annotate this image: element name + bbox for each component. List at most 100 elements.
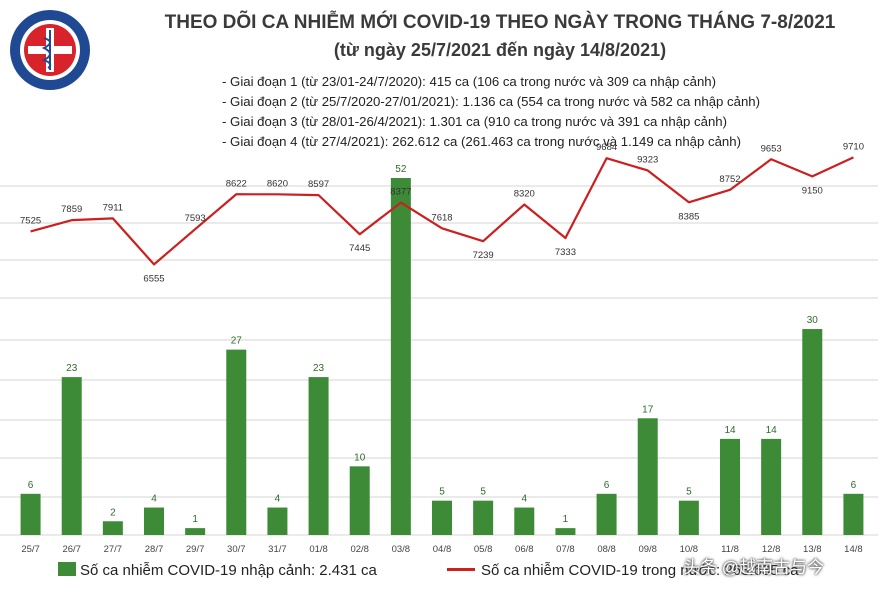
x-tick-31/7: 31/7 [268, 544, 287, 555]
import-bar-label: 5 [686, 487, 692, 498]
import-bar-27/7 [102, 521, 123, 535]
legend-line-label: Số ca nhiễm COVID-19 trong nước: 263.635… [481, 562, 799, 579]
domestic-line-label: 7859 [61, 204, 82, 215]
x-tick-30/7: 30/7 [227, 544, 246, 555]
domestic-line-path [30, 156, 854, 266]
domestic-line-label: 9150 [802, 185, 823, 196]
stage-3-summary: - Giai đoạn 3 (từ 28/01-26/4/2021): 1.30… [222, 114, 728, 129]
import-bar-09/8 [637, 418, 658, 535]
x-tick-26/7: 26/7 [62, 544, 81, 555]
import-bar-31/7 [267, 507, 288, 535]
import-bar-label: 5 [480, 487, 486, 498]
domestic-line-label: 7445 [349, 243, 370, 254]
x-tick-14/8: 14/8 [844, 544, 863, 555]
import-bar-03/8 [390, 178, 411, 535]
import-bar-label: 4 [275, 494, 281, 505]
import-bar-01/8 [308, 377, 329, 535]
import-bar-14/8 [843, 493, 864, 535]
import-bar-label: 30 [807, 315, 819, 326]
stage-1-summary: - Giai đoạn 1 (từ 23/01-24/7/2020): 415 … [222, 74, 717, 89]
x-tick-13/8: 13/8 [803, 544, 822, 555]
legend-import-cases: Số ca nhiễm COVID-19 nhập cảnh: 2.431 ca [58, 562, 377, 579]
domestic-line-label: 9684 [596, 142, 617, 153]
import-bar-05/8 [473, 500, 494, 535]
x-tick-01/8: 01/8 [309, 544, 328, 555]
domestic-line-label: 8385 [678, 211, 699, 222]
stage-4-summary: - Giai đoạn 4 (từ 27/4/2021): 262.612 ca… [222, 134, 741, 149]
import-bar-label: 23 [313, 363, 325, 374]
x-tick-06/8: 06/8 [515, 544, 534, 555]
domestic-line-label: 7525 [20, 215, 41, 226]
x-tick-08/8: 08/8 [597, 544, 616, 555]
legend-domestic-cases: Số ca nhiễm COVID-19 trong nước: 263.635… [447, 562, 799, 579]
x-tick-05/8: 05/8 [474, 544, 493, 555]
stage-2-summary: - Giai đoạn 2 (từ 25/7/2020-27/01/2021):… [222, 94, 761, 109]
import-bar-29/7 [185, 528, 206, 535]
import-bar-label: 27 [231, 336, 243, 347]
legend-bar-swatch [58, 562, 76, 576]
x-tick-04/8: 04/8 [433, 544, 452, 555]
legend-bar-label: Số ca nhiễm COVID-19 nhập cảnh: 2.431 ca [80, 562, 377, 579]
chart-subtitle: (từ ngày 25/7/2021 đến ngày 14/8/2021) [333, 40, 667, 60]
domestic-line-label: 8620 [267, 178, 288, 189]
domestic-line-label: 8377 [390, 187, 411, 198]
import-bar-label: 1 [192, 514, 198, 525]
domestic-line-label: 7239 [473, 250, 494, 261]
watermark: 头条 @越南古与今 [683, 558, 824, 577]
import-bar-26/7 [61, 377, 82, 535]
import-cases-value-labels: 6 23 2 4 1 27 4 23 10 52 5 5 4 1 6 17 5 14 14 30 6 [28, 164, 857, 525]
import-bar-04/8 [432, 500, 452, 535]
import-bar-06/8 [514, 507, 535, 535]
x-tick-02/8: 02/8 [350, 544, 369, 555]
import-bar-label: 52 [395, 164, 407, 175]
import-bar-25/7 [20, 493, 41, 535]
import-bar-label: 6 [28, 480, 34, 491]
domestic-line-label: 7333 [555, 247, 576, 258]
import-bar-10/8 [678, 500, 699, 535]
x-tick-10/8: 10/8 [680, 544, 699, 555]
import-cases-bars [20, 178, 864, 535]
domestic-line-label: 7593 [185, 213, 206, 224]
domestic-line-label: 9710 [843, 141, 864, 152]
import-bar-08/8 [596, 493, 617, 535]
x-tick-29/7: 29/7 [186, 544, 205, 555]
stage-summary-list: - Giai đoạn 1 (từ 23/01-24/7/2020): 415 … [222, 72, 760, 152]
import-bar-07/8 [555, 528, 576, 535]
x-tick-03/8: 03/8 [392, 544, 411, 555]
legend-line-swatch [447, 568, 475, 571]
import-bar-13/8 [802, 329, 823, 535]
import-bar-label: 14 [766, 425, 778, 436]
domestic-line-label: 8597 [308, 179, 329, 190]
import-bar-label: 6 [851, 480, 857, 491]
x-tick-25/7: 25/7 [21, 544, 40, 555]
x-tick-12/8: 12/8 [762, 544, 781, 555]
import-bar-label: 23 [66, 363, 78, 374]
import-bar-label: 2 [110, 507, 116, 518]
import-bar-label: 10 [354, 452, 366, 463]
import-bar-30/7 [226, 349, 247, 535]
domestic-line-label: 7618 [431, 212, 452, 223]
date-axis-labels: 25/7 26/7 27/7 28/7 29/7 30/7 31/7 01/8 02/8 03/8… [21, 544, 862, 555]
import-bar-label: 4 [151, 494, 157, 505]
domestic-line-label: 9323 [637, 154, 658, 165]
domestic-line-label: 8320 [514, 189, 535, 200]
domestic-cases-value-labels: 7525 7859 7911 6555 7593 8622 8620 8597 7445 8377… [20, 141, 864, 284]
domestic-cases-line [30, 156, 854, 266]
domestic-line-label: 9653 [761, 143, 782, 154]
import-bar-28/7 [144, 507, 164, 535]
import-bar-02/8 [349, 466, 370, 535]
import-bar-12/8 [761, 438, 782, 535]
ministry-of-health-logo [10, 10, 90, 90]
x-tick-09/8: 09/8 [638, 544, 657, 555]
x-tick-07/8: 07/8 [556, 544, 575, 555]
import-bar-label: 14 [724, 425, 736, 436]
domestic-line-label: 8752 [719, 174, 740, 185]
import-bar-label: 5 [439, 487, 445, 498]
x-tick-27/7: 27/7 [104, 544, 123, 555]
import-bar-label: 4 [522, 494, 528, 505]
domestic-line-label: 8622 [226, 178, 247, 189]
import-bar-label: 1 [563, 514, 569, 525]
x-tick-11/8: 11/8 [721, 544, 739, 555]
x-tick-28/7: 28/7 [145, 544, 164, 555]
